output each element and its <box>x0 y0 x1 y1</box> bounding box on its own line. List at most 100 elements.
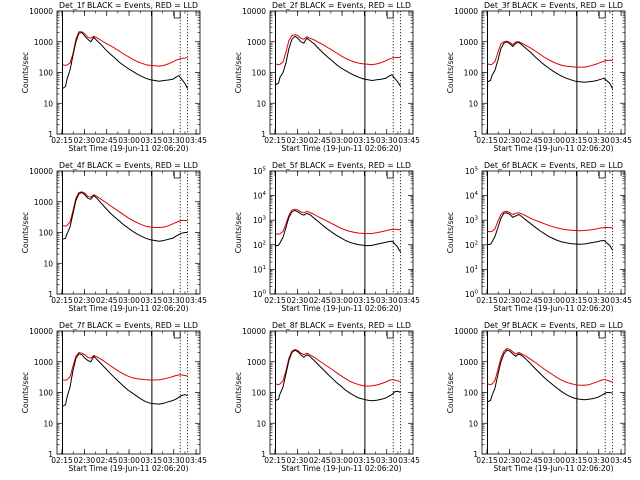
y-tick-base: 10 <box>465 192 475 201</box>
y-tick-label: 102 <box>465 240 478 250</box>
y-axis-label: Counts/sec <box>21 212 30 253</box>
events-series-line <box>62 32 189 90</box>
x-tick-label: 03:00 <box>543 456 565 465</box>
plot-frame <box>269 330 414 455</box>
y-tick-label: 100 <box>39 69 54 78</box>
x-tick-label: 02:15 <box>476 456 498 465</box>
y-tick-label: 1000 <box>459 38 478 47</box>
detector-panel: Det_8f BLACK = Events, RED = LLD 1 10 100 10… <box>234 321 420 473</box>
x-tick-label: 03:45 <box>185 296 207 305</box>
x-tick-label: 02:15 <box>51 296 73 305</box>
x-tick-label: 03:45 <box>610 136 632 145</box>
y-tick-label: 1 <box>48 290 53 299</box>
plot-frame <box>56 330 201 455</box>
x-tick-label: 02:45 <box>521 456 543 465</box>
y-tick-label: 10000 <box>29 7 53 16</box>
corner-marker <box>173 12 181 19</box>
x-axis-label: Start Time (19-Jun-11 02:06:20) <box>282 304 402 313</box>
y-tick-label: 100 <box>252 389 267 398</box>
panel-title: Det_7f BLACK = Events, RED = LLD <box>59 321 198 330</box>
plot-frame <box>56 170 201 295</box>
panel-title: Det_6f BLACK = Events, RED = LLD <box>484 161 623 170</box>
x-tick-label: 02:30 <box>499 456 521 465</box>
x-tick-label: 03:15 <box>566 136 588 145</box>
y-tick-base: 10 <box>253 216 263 225</box>
y-tick-exponent: 3 <box>263 216 267 222</box>
x-tick-label: 03:30 <box>588 456 610 465</box>
x-tick-label: 02:30 <box>287 456 309 465</box>
plot-frame <box>269 170 414 295</box>
plot-frame <box>481 170 626 295</box>
y-tick-label: 100 <box>464 69 479 78</box>
plot-frame <box>481 330 626 455</box>
corner-marker <box>173 332 181 339</box>
events-series-line <box>275 349 401 402</box>
y-tick-exponent: 2 <box>263 240 267 246</box>
y-tick-label: 103 <box>465 216 479 226</box>
lld-series-line <box>62 31 188 67</box>
y-tick-label: 10000 <box>29 327 53 336</box>
y-tick-label: 1000 <box>247 38 266 47</box>
corner-marker <box>598 332 606 339</box>
x-tick-label: 02:30 <box>499 296 521 305</box>
detector-panel: Det_1f BLACK = Events, RED = LLD 1 10 100 10… <box>21 1 207 153</box>
y-tick-label: 1000 <box>34 198 53 207</box>
y-axis-label: Counts/sec <box>446 372 455 413</box>
events-series-line <box>275 209 402 253</box>
y-axis-label: Counts/sec <box>446 52 455 93</box>
x-tick-label: 03:00 <box>543 136 565 145</box>
x-tick-label: 03:00 <box>331 296 353 305</box>
y-axis-label: Counts/sec <box>234 212 243 253</box>
y-tick-label: 10 <box>468 99 478 108</box>
corner-marker <box>386 332 394 339</box>
y-tick-base: 10 <box>253 192 263 201</box>
events-series-line <box>62 353 188 407</box>
panel-title: Det_5f BLACK = Events, RED = LLD <box>272 161 411 170</box>
y-tick-exponent: 0 <box>475 290 479 296</box>
lld-series-line <box>275 208 401 235</box>
events-series-line <box>487 349 613 403</box>
lld-series-line <box>487 210 613 233</box>
y-tick-label: 104 <box>465 191 479 201</box>
x-tick-label: 02:15 <box>264 136 286 145</box>
detector-panel: Det_7f BLACK = Events, RED = LLD 1 10 100 10… <box>21 321 207 473</box>
x-tick-label: 02:45 <box>309 296 331 305</box>
x-tick-label: 03:30 <box>163 296 185 305</box>
x-tick-label: 02:30 <box>287 296 309 305</box>
y-tick-label: 1000 <box>34 358 53 367</box>
y-tick-label: 1 <box>48 130 53 139</box>
corner-marker <box>386 172 394 179</box>
plot-frame <box>56 10 201 135</box>
y-tick-exponent: 4 <box>475 191 479 197</box>
x-tick-label: 03:00 <box>118 136 140 145</box>
x-axis-label: Start Time (19-Jun-11 02:06:20) <box>282 144 402 153</box>
corner-marker <box>598 12 606 19</box>
x-tick-label: 02:45 <box>96 296 118 305</box>
x-tick-label: 03:45 <box>398 296 420 305</box>
lld-series-line <box>487 348 613 386</box>
x-tick-label: 03:00 <box>118 296 140 305</box>
x-tick-label: 02:30 <box>74 296 96 305</box>
y-axis-label: Counts/sec <box>21 52 30 93</box>
x-tick-label: 03:45 <box>610 296 632 305</box>
y-tick-base: 10 <box>465 265 475 274</box>
lld-series-line <box>275 349 401 387</box>
events-series-line <box>487 41 614 89</box>
x-tick-label: 03:00 <box>331 456 353 465</box>
y-tick-label: 101 <box>253 265 266 275</box>
y-tick-label: 100 <box>465 290 479 300</box>
x-tick-label: 03:45 <box>398 136 420 145</box>
plot-frame <box>481 10 626 135</box>
x-tick-label: 02:15 <box>264 296 286 305</box>
y-tick-base: 10 <box>465 290 475 299</box>
x-tick-label: 03:15 <box>141 136 163 145</box>
x-tick-label: 03:15 <box>566 456 588 465</box>
detector-panel: Det_5f BLACK = Events, RED = LLD10010110… <box>234 161 420 313</box>
x-tick-label: 03:30 <box>376 136 398 145</box>
y-tick-base: 10 <box>253 241 263 250</box>
x-tick-label: 02:15 <box>51 456 73 465</box>
x-tick-label: 03:45 <box>185 456 207 465</box>
y-tick-base: 10 <box>465 241 475 250</box>
y-tick-label: 1 <box>48 450 53 459</box>
